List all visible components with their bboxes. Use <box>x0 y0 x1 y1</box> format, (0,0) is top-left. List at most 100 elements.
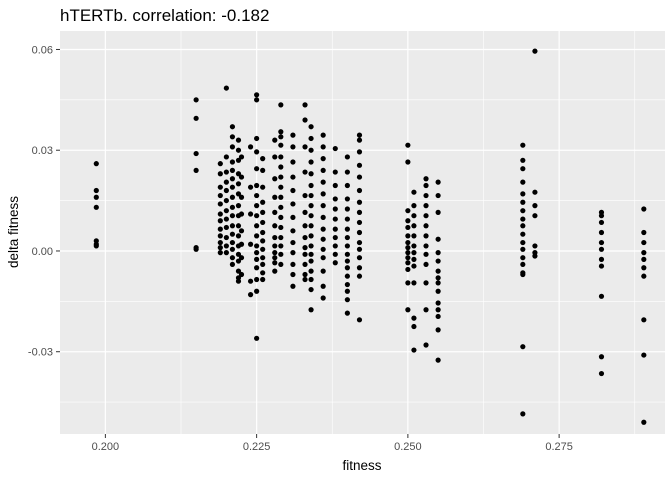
data-point <box>260 184 266 190</box>
data-point <box>641 239 647 246</box>
data-point <box>520 142 526 148</box>
data-point <box>344 182 350 189</box>
data-point <box>193 97 199 103</box>
data-point <box>254 256 260 262</box>
data-point <box>308 286 314 293</box>
data-point <box>435 236 441 242</box>
plot-panel <box>60 31 665 434</box>
data-point <box>423 307 429 313</box>
data-point <box>520 157 526 163</box>
x-tick-label: 0.200 <box>92 441 120 453</box>
data-point <box>235 223 242 229</box>
data-point <box>344 297 350 303</box>
data-point <box>272 243 278 249</box>
data-point <box>217 184 223 190</box>
data-point <box>308 276 314 283</box>
data-point <box>598 239 605 246</box>
data-point <box>254 97 260 103</box>
data-point <box>272 137 278 143</box>
data-point <box>332 196 338 202</box>
data-point <box>411 203 417 209</box>
data-point <box>260 156 266 162</box>
data-point <box>290 271 296 278</box>
data-point <box>344 288 350 294</box>
data-point <box>278 134 284 140</box>
data-point <box>520 216 526 222</box>
x-axis-label: fitness <box>342 458 381 473</box>
data-point <box>217 211 223 217</box>
data-point <box>229 124 236 130</box>
data-point <box>223 250 229 256</box>
data-point <box>520 246 526 252</box>
data-point <box>641 273 647 279</box>
data-point <box>532 189 538 195</box>
y-tick-label: -0.03 <box>28 347 53 359</box>
data-point <box>254 192 260 199</box>
data-point <box>411 213 417 219</box>
data-point <box>278 214 284 220</box>
data-point <box>260 219 266 226</box>
data-point <box>302 245 308 251</box>
data-point <box>356 239 363 246</box>
data-point <box>223 243 229 249</box>
data-point <box>223 187 229 194</box>
data-point <box>344 310 350 316</box>
data-point <box>356 229 363 236</box>
data-point <box>254 92 260 98</box>
data-point <box>320 246 326 252</box>
data-point <box>308 171 314 177</box>
data-point <box>272 250 278 256</box>
data-point <box>272 234 278 241</box>
data-point <box>229 184 236 190</box>
data-point <box>308 124 314 130</box>
data-point <box>229 239 236 246</box>
data-point <box>302 223 308 229</box>
data-point <box>254 166 260 172</box>
data-point <box>344 154 350 160</box>
data-point <box>435 288 441 294</box>
data-point <box>405 142 411 148</box>
data-point <box>254 233 260 239</box>
data-point <box>193 150 199 157</box>
data-point <box>217 218 223 224</box>
y-tick-label: 0.00 <box>32 246 53 258</box>
chart-title: hTERTb. correlation: -0.182 <box>60 6 269 25</box>
data-point <box>641 265 647 271</box>
data-point <box>278 164 284 170</box>
data-point <box>532 213 538 219</box>
data-point <box>254 288 260 294</box>
data-point <box>278 142 284 148</box>
data-point <box>435 307 441 313</box>
data-point <box>435 313 441 320</box>
data-point <box>356 219 363 226</box>
data-point <box>278 234 284 241</box>
data-point <box>247 241 254 247</box>
data-point <box>238 211 245 217</box>
data-point <box>238 271 245 278</box>
data-point <box>290 250 296 256</box>
x-tick-label: 0.225 <box>243 441 271 453</box>
data-point <box>598 213 605 219</box>
data-point <box>229 159 236 165</box>
data-point <box>278 154 284 160</box>
data-point <box>435 300 441 306</box>
data-point <box>235 181 242 187</box>
data-point <box>235 191 242 197</box>
data-point <box>238 194 245 200</box>
data-point <box>641 256 647 262</box>
data-point <box>405 159 411 165</box>
data-point <box>356 255 363 261</box>
data-point <box>302 251 308 257</box>
data-point <box>254 335 260 341</box>
data-point <box>308 268 314 274</box>
x-axis-ticks: 0.200 0.225 0.250 0.275 <box>92 434 573 453</box>
data-point <box>411 280 417 286</box>
data-point <box>272 209 278 215</box>
data-point <box>254 243 260 249</box>
data-point <box>308 307 314 313</box>
data-point <box>344 258 350 264</box>
data-point <box>520 344 526 350</box>
data-point <box>411 256 417 262</box>
data-point <box>290 144 296 150</box>
